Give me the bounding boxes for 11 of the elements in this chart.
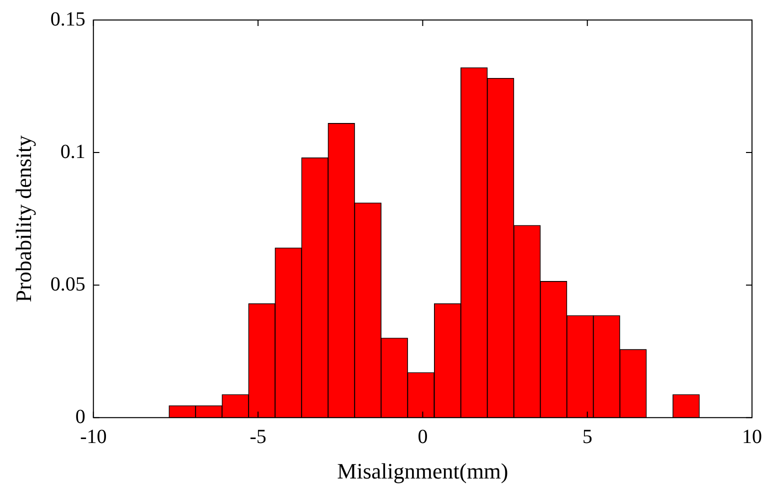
x-tick-label: 10 [742,426,762,448]
y-axis-title: Probability density [10,135,36,302]
x-tick-label: -10 [80,426,107,448]
x-tick-label: 0 [418,426,428,448]
y-tick-label: 0 [75,406,86,428]
x-tick-label: 5 [582,426,592,448]
y-tick-label: 0.15 [50,8,86,30]
y-tick-label: 0.1 [60,140,86,163]
x-tick-label: -5 [250,426,266,448]
x-axis-title: Misalignment(mm) [337,458,508,484]
y-tick-label: 0.05 [50,273,86,296]
